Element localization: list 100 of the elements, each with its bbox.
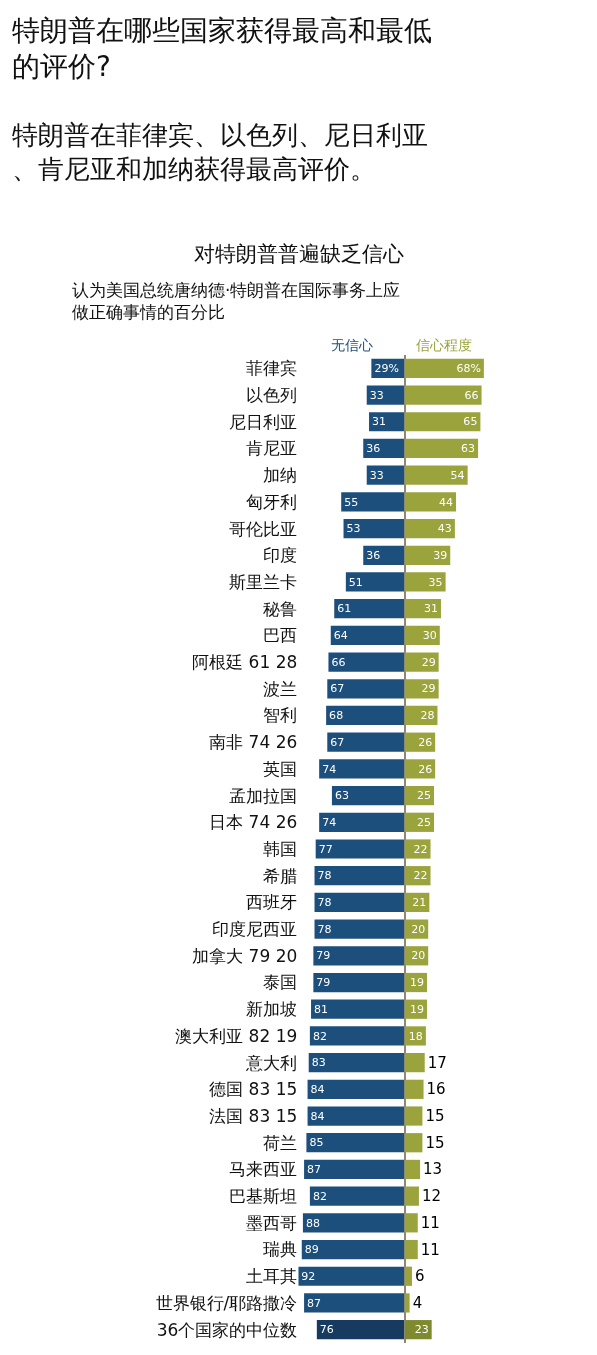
bar [309,1026,405,1046]
data-label: 84 [310,1109,325,1123]
data-label: 87 [307,1163,322,1177]
data-label: 21 [412,896,427,910]
data-label: 6 [414,1267,425,1286]
data-label: 78 [317,922,332,936]
data-label: 66 [331,655,346,669]
bar [405,839,431,859]
data-label: 92 [301,1269,316,1283]
y-tick-label: 南非 74 26 [209,732,298,753]
bar [405,1186,419,1206]
y-tick-label: 印度 [263,545,298,566]
y-tick-label: 日本 74 26 [209,812,298,833]
y-tick-label: 波兰 [263,678,298,699]
data-label: 89 [304,1243,319,1257]
y-tick-label: 以色列 [246,385,298,405]
data-label: 65 [463,415,478,429]
bar [405,1106,423,1126]
y-tick-label: 世界银行/耶路撒冷 [155,1292,298,1313]
data-label: 82 [312,1189,327,1203]
data-label: 79 [316,949,331,963]
data-label: 43 [437,522,452,536]
data-label: 19 [410,1002,425,1016]
data-label: 85 [309,1136,324,1150]
bar [405,1239,418,1260]
data-label: 18 [408,1029,423,1043]
data-label: 79 [316,976,331,990]
y-tick-label: 加纳 [263,465,298,486]
bar [405,1159,421,1180]
data-label: 15 [425,1107,445,1126]
data-label: 61 [337,602,352,616]
y-tick-label: 意大利 [245,1052,298,1073]
data-label: 63 [334,789,349,803]
bar [405,1293,410,1313]
bar [405,1079,424,1099]
data-label: 28 [420,709,435,723]
data-label: 64 [333,629,348,643]
data-label: 31 [372,415,387,429]
data-label: 15 [425,1133,445,1152]
y-tick-label: 法国 83 15 [209,1105,298,1126]
bar [405,1053,425,1073]
data-label: 88 [305,1216,320,1230]
y-tick-label: 菲律宾 [246,358,298,379]
data-label: 17 [427,1053,447,1072]
data-label: 84 [310,1083,325,1096]
y-tick-label: 英国 [263,758,298,779]
bar [405,1266,412,1286]
data-label: 31 [423,602,438,616]
data-label: 23 [414,1323,429,1337]
y-tick-label: 36个国家的中位数 [156,1319,298,1340]
data-label: 39 [433,548,448,562]
data-label: 77 [318,842,333,856]
data-label: 26 [418,762,433,776]
data-label: 25 [416,789,431,803]
y-tick-label: 匈牙利 [246,491,298,512]
data-label: 30 [422,629,437,643]
y-tick-label: 印度尼西亚 [212,919,298,940]
data-label: 81 [314,1002,329,1016]
y-tick-label: 智利 [263,705,298,726]
y-tick-label: 希腊 [263,865,298,886]
data-label: 66 [464,388,479,402]
y-tick-label: 斯里兰卡 [229,571,298,592]
data-label: 63 [461,442,476,456]
y-tick-label: 墨西哥 [246,1212,298,1233]
chart-subtitle: 特朗普在菲律宾、以色列、尼日利亚、肯尼亚和加纳获得最高评价。 [12,120,428,184]
data-label: 11 [420,1213,440,1232]
y-tick-label: 西班牙 [246,892,298,913]
data-label: 20 [411,949,426,963]
data-label: 25 [416,815,431,829]
data-label: 29 [421,682,436,696]
data-label: 33 [369,388,384,402]
text: 认为美国总统唐纳德·特朗普在国际事务上应做正确事情的百分比 [72,280,401,323]
y-tick-label: 秘鲁 [263,598,298,619]
y-tick-label: 韩国 [263,838,298,859]
data-label: 26 [418,735,433,749]
data-label: 35 [428,575,443,589]
data-label: 4 [412,1293,423,1312]
data-label: 11 [420,1240,440,1259]
data-label: 12 [421,1187,442,1206]
data-label: 78 [317,896,332,910]
data-label: 53 [346,522,361,536]
data-label: 44 [439,495,454,509]
y-tick-label: 泰国 [263,972,298,993]
data-label: 68 [329,709,344,723]
text: 对特朗普普遍缺乏信心 [194,242,404,266]
data-label: 22 [413,842,428,856]
y-tick-label: 土耳其 [246,1266,298,1287]
data-label: 19 [410,976,425,990]
data-label: 22 [413,869,428,883]
data-label: 51 [348,575,363,589]
y-tick-label: 德国 83 15 [209,1079,298,1100]
series-label: 信心程度 [416,337,472,353]
data-label: 67 [330,682,345,696]
series-label: 无信心 [331,337,373,353]
data-label: 83 [311,1056,326,1070]
data-label: 82 [312,1029,327,1043]
data-label: 67 [330,735,345,749]
data-label: 20 [411,922,426,936]
data-label: 68% [456,362,481,376]
y-tick-label: 加拿大 79 20 [192,945,298,966]
